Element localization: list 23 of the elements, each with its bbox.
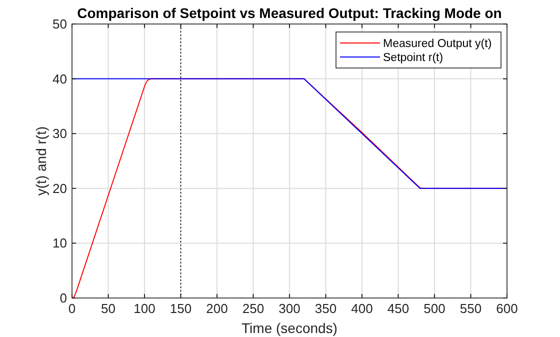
y-axis-title: y(t) and r(t) (33, 126, 49, 196)
x-tick-label: 200 (206, 301, 228, 316)
x-tick-label: 600 (496, 301, 518, 316)
legend-label: Measured Output y(t) (383, 38, 492, 50)
x-tick-label: 500 (424, 301, 446, 316)
x-tick-label: 550 (460, 301, 482, 316)
y-tick-label: 50 (52, 16, 67, 32)
x-tick-label: 250 (242, 301, 264, 316)
x-axis-title: Time (seconds) (242, 320, 338, 336)
y-tick-label: 20 (52, 180, 67, 196)
x-tick-label: 150 (170, 301, 192, 316)
y-tick-label: 10 (52, 236, 67, 251)
y-tick-label: 30 (52, 126, 67, 142)
x-tick-label: 100 (134, 301, 156, 316)
chart-title: Comparison of Setpoint vs Measured Output: Tracking Mode on (77, 5, 502, 21)
legend-label: Setpoint r(t) (383, 52, 444, 64)
x-tick-label: 400 (351, 301, 373, 316)
x-tick-label: 350 (314, 301, 337, 316)
y-tick-label: 40 (52, 71, 67, 86)
y-tick-label: 0 (60, 290, 67, 306)
x-tick-label: 300 (278, 301, 300, 316)
x-tick-label: 50 (101, 301, 116, 316)
x-tick-label: 450 (387, 301, 410, 316)
